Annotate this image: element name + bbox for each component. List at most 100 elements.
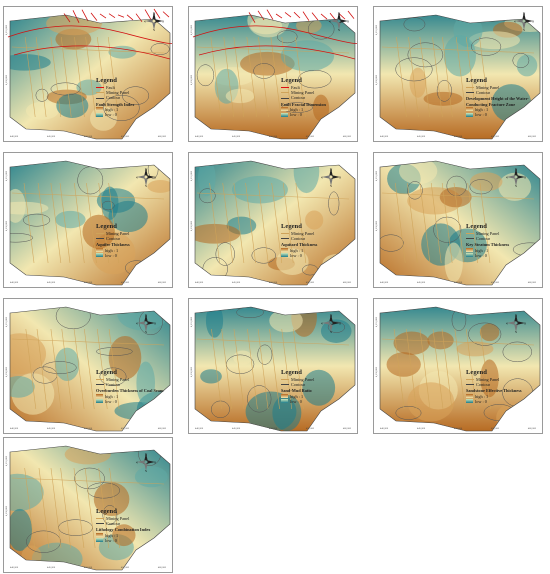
value-zone (393, 331, 430, 355)
legend-high-label: high : 1 (475, 393, 489, 399)
map-panel: 440,000 445,000 450,000 455,000 460,000 4,155… (188, 6, 358, 142)
value-zone (108, 45, 137, 59)
legend-fault: Fault (96, 85, 166, 90)
legend-low-label: low : 0 (475, 112, 487, 118)
map-panel: 440,000 445,000 450,000 455,000 460,000 4,155… (188, 298, 358, 434)
value-zone (90, 106, 118, 131)
legend-high: high : 1 (96, 394, 166, 399)
legend-high: high : 1 (466, 248, 536, 253)
x-tick-label: 455,000 (490, 281, 500, 284)
high-swatch-icon (281, 394, 288, 399)
legend-contour: Contour (96, 95, 166, 100)
low-swatch-icon (96, 253, 103, 258)
x-tick-label: 445,000 (46, 281, 56, 284)
legend-high-label: high : 1 (105, 393, 119, 399)
x-tick-label: 460,000 (527, 427, 536, 430)
legend-mining-panel: Mining Panel (281, 90, 351, 95)
x-tick-label: 450,000 (268, 427, 278, 430)
value-zone (444, 242, 463, 283)
raster-map (379, 306, 541, 432)
fault-lines (192, 9, 357, 60)
contour-line (469, 179, 493, 195)
compass-letter: S (338, 28, 340, 31)
value-zone (423, 91, 463, 106)
map-panel: 440,000 445,000 450,000 455,000 460,000 4,155… (3, 6, 173, 142)
mining-panel-icon (96, 518, 104, 520)
value-zone (134, 466, 168, 488)
contour-line (512, 53, 530, 68)
map-legend: Legend Mining Panel Contour Overburden Thic… (96, 369, 166, 404)
x-tick-label: 455,000 (490, 427, 500, 430)
legend-high: high : 1 (96, 107, 166, 112)
x-tick-label: 440,000 (380, 427, 389, 430)
y-tick-label: 4,155,000 (5, 25, 8, 35)
x-tick-label: 445,000 (231, 427, 241, 430)
legend-mining-label: Mining Panel (106, 516, 130, 521)
value-zone (10, 473, 44, 512)
contour-line-icon (96, 523, 104, 525)
x-tick-label: 440,000 (10, 427, 19, 430)
contour-line-icon (96, 238, 104, 240)
legend-mining-panel: Mining Panel (96, 516, 166, 521)
legend-low-label: low : 0 (290, 398, 302, 404)
map-panel: 440,000 445,000 450,000 455,000 460,000 4,155… (3, 298, 173, 434)
value-zone (409, 67, 427, 98)
legend-mining-label: Mining Panel (291, 377, 315, 382)
mining-panels (381, 182, 535, 264)
x-tick-label: 445,000 (416, 427, 426, 430)
compass-letter: N (153, 12, 156, 16)
y-tick-label: 4,150,000 (375, 221, 378, 231)
contour-line (35, 88, 49, 102)
contour-line (253, 63, 275, 79)
compass-letter: W (514, 20, 517, 24)
compass-letter: N (330, 314, 333, 318)
x-tick-label: 450,000 (83, 566, 93, 569)
legend-mining-label: Mining Panel (291, 90, 315, 96)
legend-mining-panel: Mining Panel (96, 377, 166, 382)
value-zone (269, 309, 303, 333)
x-tick-label: 440,000 (380, 281, 389, 284)
legend-low: low : 0 (281, 399, 351, 404)
legend-low: low : 0 (96, 253, 166, 258)
legend-fault: Fault (281, 85, 351, 90)
y-tick-label: 4,155,000 (190, 25, 193, 35)
legend-high-label: high : 1 (290, 106, 304, 112)
legend-contour-label: Contour (476, 236, 491, 242)
compass-letter: E (532, 20, 534, 24)
legend-mining-label: Mining Panel (476, 231, 500, 236)
legend-title: Legend (281, 223, 302, 230)
map-panel: 440,000 445,000 450,000 455,000 460,000 4,155… (3, 152, 173, 288)
value-zone (46, 15, 103, 36)
north-arrow-icon: N S W E (135, 167, 157, 189)
value-zone (231, 175, 288, 204)
legend-mining-panel: Mining Panel (281, 231, 351, 236)
north-arrow-icon: N S W E (135, 313, 157, 335)
value-zone (147, 179, 170, 193)
value-zone (399, 161, 438, 185)
map-legend: Legend Fault Mining Panel Contour Fault Frac… (281, 77, 351, 117)
legend-high-label: high : 1 (105, 106, 119, 112)
x-tick-label: 455,000 (490, 135, 500, 138)
contour-line-icon (466, 238, 474, 240)
legend-high: high : 1 (281, 394, 351, 399)
mining-panel-icon (281, 379, 289, 381)
mining-panels (11, 328, 165, 410)
contour-line-icon (96, 384, 104, 386)
map-legend: Legend Fault Mining Panel Contour Fault Stre… (96, 77, 166, 117)
x-tick-label: 460,000 (527, 281, 536, 284)
y-tick-label: 4,150,000 (5, 75, 8, 85)
contour-line (55, 307, 91, 330)
legend-low-label: low : 0 (290, 112, 302, 118)
mining-panels (381, 328, 535, 410)
x-tick-label: 445,000 (416, 135, 426, 138)
x-tick-label: 460,000 (157, 281, 166, 284)
fault-line-icon (281, 87, 289, 89)
compass-letter: S (515, 330, 517, 333)
legend-contour-label: Contour (291, 382, 306, 388)
legend-variable-title: Fault Fractal Dimension (281, 101, 326, 107)
x-tick-label: 460,000 (157, 427, 166, 430)
legend-high: high : 1 (466, 107, 536, 112)
contour-line (433, 216, 462, 243)
x-tick-label: 440,000 (195, 135, 204, 138)
value-zone (280, 40, 335, 72)
